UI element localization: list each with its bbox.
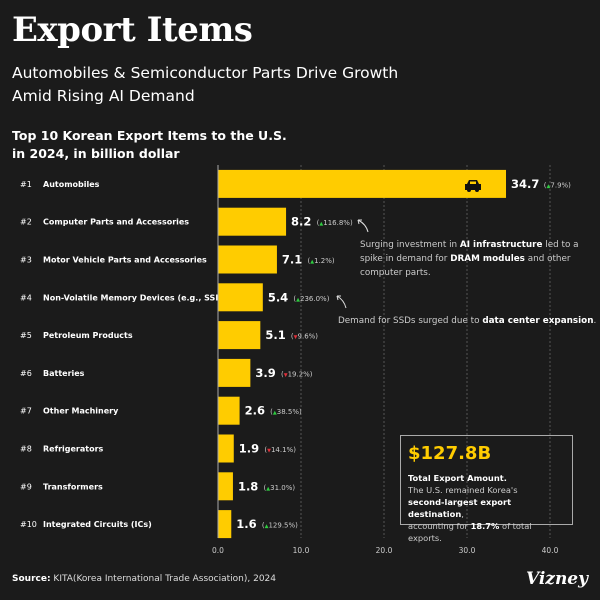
bar xyxy=(218,169,507,198)
summary-box: $127.8B Total Export Amount. The U.S. re… xyxy=(400,435,573,543)
rank-label: #9 xyxy=(20,482,32,491)
up-arrow-icon: ▲ xyxy=(266,486,270,492)
page-title: Export Items xyxy=(12,10,253,50)
summary-text: of total exports. xyxy=(408,521,532,543)
up-arrow-icon: ▲ xyxy=(265,524,269,530)
rank-label: #4 xyxy=(20,293,32,302)
down-arrow-icon: ▼ xyxy=(267,448,271,454)
up-arrow-icon: ▲ xyxy=(310,259,314,265)
summary-bold: second-largest export destination xyxy=(408,497,512,519)
value-label: 1.6 xyxy=(236,517,256,531)
ann-text: and other computer parts. xyxy=(360,254,571,278)
rank-label: #6 xyxy=(20,369,32,378)
logo: Vizney xyxy=(525,569,588,589)
x-tick-label: 10.0 xyxy=(293,546,310,555)
bar xyxy=(218,321,261,350)
rank-label: #3 xyxy=(20,256,32,265)
bar xyxy=(218,472,233,501)
annotation-ssd: Demand for SSDs surged due to data cente… xyxy=(338,314,598,328)
annotation-arrow-icon xyxy=(357,219,369,233)
total-amount: $127.8B xyxy=(408,443,492,464)
x-tick-label: 20.0 xyxy=(376,546,393,555)
category-label: Computer Parts and Accessories xyxy=(43,218,189,227)
up-arrow-icon: ▲ xyxy=(547,183,551,189)
subtitle: Automobiles & Semiconductor Parts Drive … xyxy=(12,64,399,105)
up-arrow-icon: ▲ xyxy=(296,297,300,303)
value-label: 8.2 xyxy=(291,215,311,229)
value-label: 34.7 xyxy=(511,177,539,191)
bar xyxy=(218,207,287,236)
value-label: 1.8 xyxy=(238,479,258,493)
rank-label: #1 xyxy=(20,180,32,189)
source: Source: KITA(Korea International Trade A… xyxy=(12,574,276,584)
category-label: Other Machinery xyxy=(43,407,119,416)
down-arrow-icon: ▼ xyxy=(294,335,298,341)
summary-text: accounting for xyxy=(408,521,471,531)
summary-pct: 18.7% xyxy=(470,521,500,531)
change-label: (▲1.2%) xyxy=(308,257,335,265)
category-label: Petroleum Products xyxy=(43,331,133,340)
ann-bold: AI infrastructure xyxy=(459,240,543,250)
x-tick-label: 30.0 xyxy=(459,546,476,555)
bar xyxy=(218,283,263,312)
value-label: 3.9 xyxy=(255,366,275,380)
change-label: (▲7.9%) xyxy=(544,181,571,189)
ann-bold: DRAM modules xyxy=(450,254,525,264)
value-label: 5.4 xyxy=(268,290,288,304)
value-label: 1.9 xyxy=(239,442,259,456)
category-label: Batteries xyxy=(43,369,85,378)
ann-text: Demand for SSDs surged due to xyxy=(338,316,483,326)
change-label: (▼19.2%) xyxy=(281,370,313,378)
ann-text: . xyxy=(593,316,597,326)
value-label: 7.1 xyxy=(282,253,302,267)
x-tick-label: 0.0 xyxy=(212,546,224,555)
source-text: KITA(Korea International Trade Associati… xyxy=(50,574,277,584)
value-label: 2.6 xyxy=(245,404,265,418)
annotation-arrow-icon xyxy=(336,295,347,309)
chart-title: Top 10 Korean Export Items to the U.S. i… xyxy=(12,128,287,161)
change-label: (▲236.0%) xyxy=(293,295,329,303)
rank-label: #8 xyxy=(20,445,32,454)
category-label: Transformers xyxy=(43,482,103,491)
category-label: Integrated Circuits (ICs) xyxy=(43,520,152,529)
annotation-ai: Surging investment in AI infrastructure … xyxy=(360,238,590,280)
car-icon xyxy=(465,180,481,192)
bar xyxy=(218,358,251,387)
category-label: Automobiles xyxy=(43,180,100,189)
category-label: Refrigerators xyxy=(43,445,104,454)
change-label: (▲31.0%) xyxy=(264,484,296,492)
down-arrow-icon: ▼ xyxy=(284,372,288,378)
change-label: (▼9.6%) xyxy=(291,333,318,341)
bar xyxy=(218,396,240,425)
bar xyxy=(218,510,232,539)
change-label: (▲129.5%) xyxy=(262,522,298,530)
change-label: (▼14.1%) xyxy=(264,446,296,454)
value-label: 5.1 xyxy=(265,328,285,342)
up-arrow-icon: ▲ xyxy=(319,221,323,227)
ann-text: Surging investment in xyxy=(360,240,460,250)
bar xyxy=(218,434,234,463)
change-label: (▲116.8%) xyxy=(317,219,353,227)
rank-label: #10 xyxy=(20,520,37,529)
rank-label: #2 xyxy=(20,218,32,227)
arrowhead-icon xyxy=(336,295,341,301)
rank-label: #7 xyxy=(20,407,32,416)
up-arrow-icon: ▲ xyxy=(273,410,277,416)
source-label: Source: xyxy=(12,574,51,584)
category-label: Non-Volatile Memory Devices (e.g., SSDs) xyxy=(43,293,230,302)
change-label: (▲38.5%) xyxy=(270,408,302,416)
summary-line1: The U.S. remained Korea's xyxy=(408,485,518,495)
arrowhead-icon xyxy=(357,219,362,225)
ann-bold: data center expansion xyxy=(482,316,594,326)
bar xyxy=(218,245,277,274)
x-tick-label: 40.0 xyxy=(542,546,559,555)
rank-label: #5 xyxy=(20,331,32,340)
ann-text: led to a spike in demand for xyxy=(360,240,579,264)
summary-heading: Total Export Amount xyxy=(408,473,504,483)
category-label: Motor Vehicle Parts and Accessories xyxy=(43,256,207,265)
